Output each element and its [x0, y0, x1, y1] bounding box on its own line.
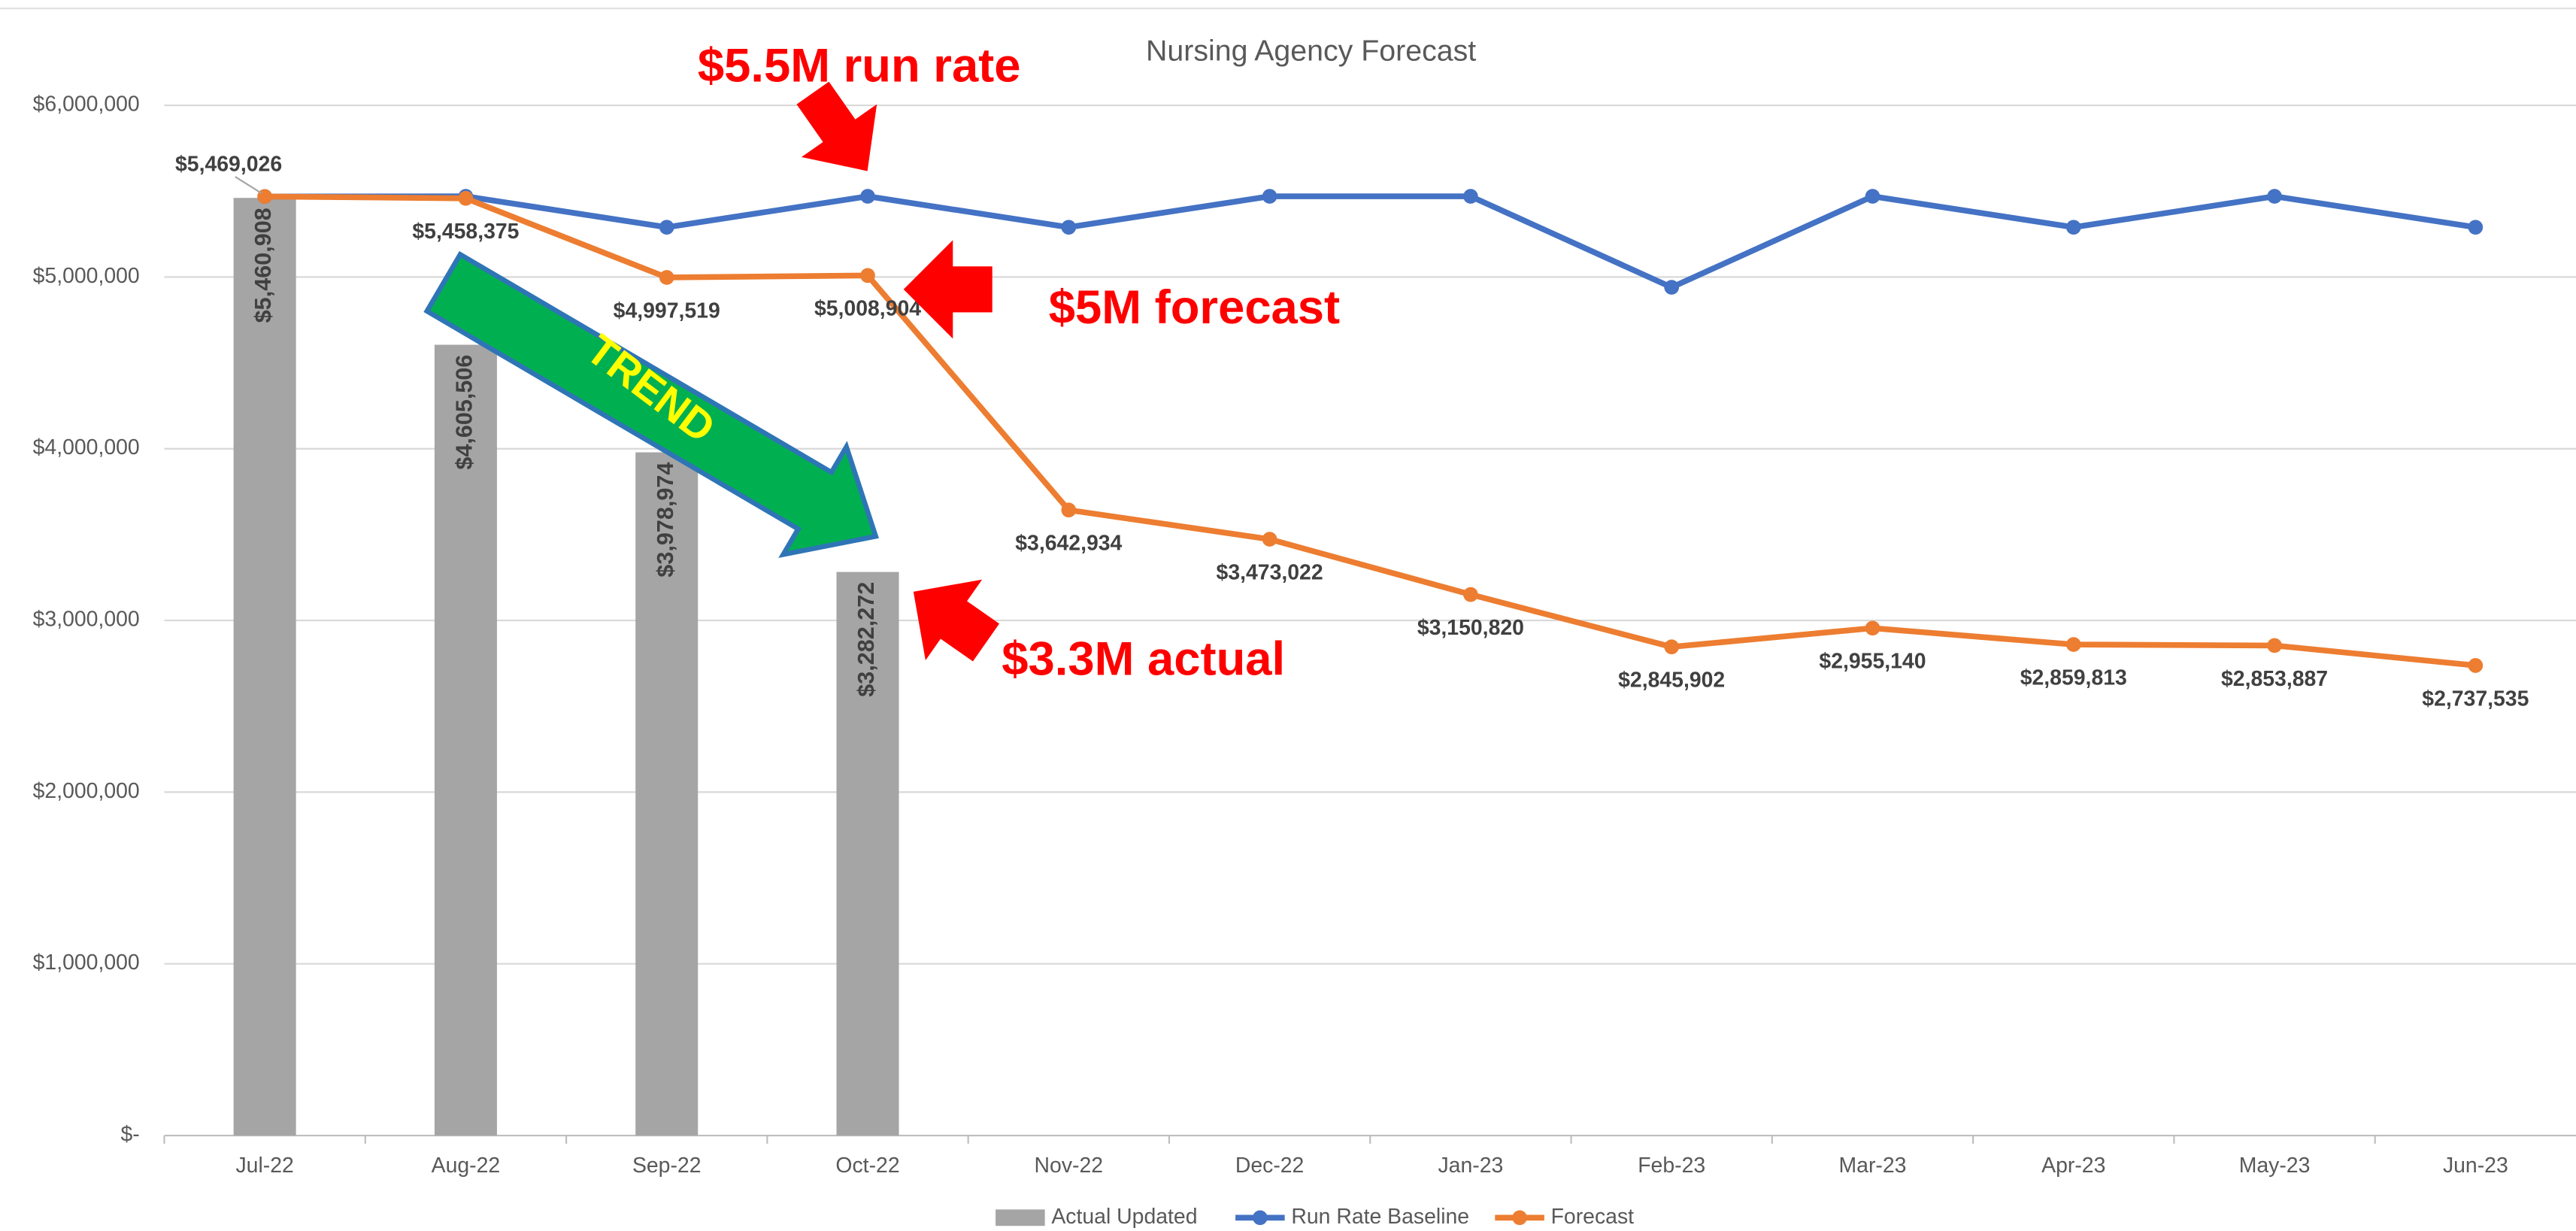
x-tick-label: Aug-22 [432, 1154, 501, 1178]
data-label: $3,282,272 [853, 582, 879, 697]
data-label: $2,853,887 [2221, 667, 2328, 691]
x-tick-label: Feb-23 [1638, 1154, 1705, 1178]
data-label: $5,469,026 [175, 152, 282, 176]
data-label: $5,460,908 [250, 208, 276, 323]
leader-line [235, 176, 262, 194]
bar [635, 452, 699, 1136]
y-tick-label: $3,000,000 [33, 608, 140, 632]
point [860, 268, 875, 283]
y-tick-label: $2,000,000 [33, 779, 140, 803]
point [659, 270, 674, 285]
legend-label: Actual Updated [1051, 1205, 1197, 1229]
data-label: $3,978,974 [653, 462, 678, 578]
data-label: $3,642,934 [1015, 532, 1122, 556]
point [2468, 658, 2484, 673]
data-label: $2,859,813 [2020, 666, 2127, 690]
point [2065, 220, 2081, 235]
x-tick-label: Dec-22 [1235, 1154, 1305, 1178]
legend: Actual Updated Run Rate Baseline Forecast [996, 1205, 1634, 1229]
annotation: $5.5M run rate [698, 40, 1021, 92]
point [1463, 189, 1478, 204]
annotation: $3.3M actual [1002, 633, 1285, 686]
line [265, 193, 2476, 290]
data-label: $2,955,140 [1819, 650, 1926, 674]
x-tick-label: Jun-23 [2443, 1154, 2508, 1178]
data-label: $3,150,820 [1417, 616, 1524, 640]
annotation: $5M forecast [1049, 281, 1340, 334]
point [458, 190, 474, 206]
data-label: $4,605,506 [452, 355, 477, 470]
data-label: $2,845,902 [1618, 669, 1725, 693]
marks: $5,460,908 $4,605,506 $3,978,974 $3,282,272… [175, 152, 2529, 1136]
point [1463, 587, 1478, 602]
red-arrow [903, 240, 993, 339]
y-tick-label: $5,000,000 [33, 264, 140, 288]
point [1061, 502, 1077, 518]
y-tick-label: $6,000,000 [33, 92, 140, 117]
bar [434, 344, 497, 1136]
data-label: $5,008,904 [814, 297, 921, 321]
x-tick-label: Oct-22 [835, 1154, 899, 1178]
point [1262, 532, 1277, 547]
trend-arrow [423, 250, 879, 558]
red-arrow [796, 81, 877, 171]
y-tick-label: $4,000,000 [33, 435, 140, 459]
bar [233, 198, 296, 1136]
legend-label: Forecast [1551, 1205, 1635, 1229]
y-tick-label: $1,000,000 [33, 951, 140, 975]
x-tick-label: Jul-22 [235, 1154, 293, 1178]
y-tick-label: $- [120, 1123, 139, 1147]
legend-swatch [1512, 1210, 1527, 1226]
chart-title: Nursing Agency Forecast [1146, 35, 1476, 68]
bar [836, 572, 899, 1136]
point [860, 189, 875, 204]
data-label: $3,473,022 [1217, 560, 1323, 584]
point [2267, 189, 2282, 204]
point [659, 220, 674, 235]
x-tick-label: May-23 [2239, 1154, 2311, 1178]
red-arrow [913, 579, 1000, 662]
legend-swatch [996, 1209, 1045, 1226]
data-label: $2,737,535 [2422, 687, 2529, 711]
x-tick-label: Nov-22 [1035, 1154, 1104, 1178]
data-label: $5,458,375 [412, 220, 519, 244]
point [2065, 637, 2081, 652]
x-tick-label: Sep-22 [632, 1154, 702, 1178]
legend-swatch [1253, 1210, 1268, 1226]
line [265, 193, 2476, 669]
x-tick-label: Jan-23 [1438, 1154, 1503, 1178]
grid: $- $1,000,000 $2,000,000 $3,000,000 $4,000,0… [33, 92, 2576, 1178]
x-tick-label: Apr-23 [2041, 1154, 2105, 1178]
point [1262, 189, 1277, 204]
point [1664, 280, 1680, 295]
point [2468, 220, 2484, 235]
point [1061, 220, 1077, 235]
x-tick-label: Mar-23 [1839, 1154, 1907, 1178]
point [1865, 189, 1880, 204]
point [2267, 638, 2282, 653]
point [1865, 620, 1880, 636]
legend-label: Run Rate Baseline [1291, 1205, 1469, 1229]
data-label: $4,997,519 [614, 299, 720, 323]
point [1664, 639, 1680, 655]
